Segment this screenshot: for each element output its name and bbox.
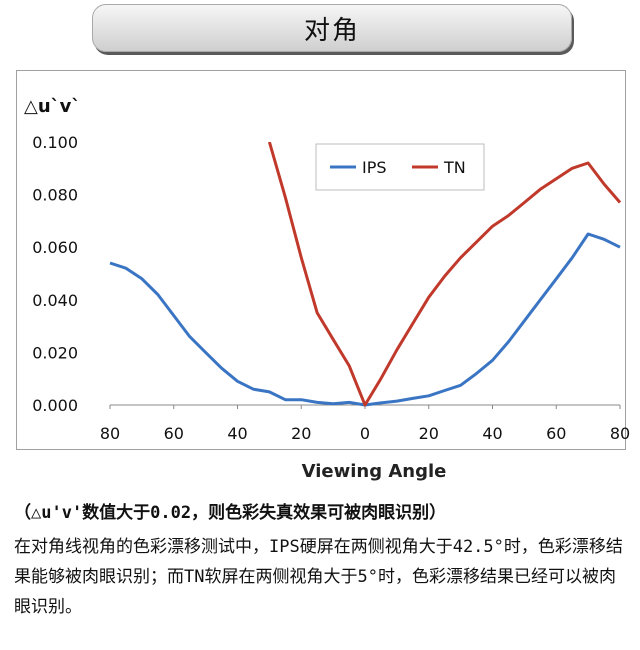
banner-title: 对角: [303, 15, 360, 46]
legend-label-tn: TN: [443, 158, 466, 177]
series-line-tn: [267, 142, 622, 407]
y-tick-label: 0.000: [32, 396, 78, 415]
y-tick-label: 0.080: [32, 186, 78, 205]
y-tick-label: 0.020: [32, 343, 78, 362]
chart-svg: 0.000 0.020 0.040 0.060 0.080 0.100 80 60 40 20 0 2…: [24, 96, 630, 482]
y-axis-label: △u`v`: [24, 96, 80, 117]
legend: IPS TN: [315, 143, 485, 191]
x-tick-label: 60: [164, 424, 184, 443]
threshold-note: （△u'v'数值大于0.02，则色彩失真效果可被肉眼识别）: [14, 503, 447, 523]
x-tick-label: 40: [227, 424, 247, 443]
legend-label-ips: IPS: [362, 158, 387, 177]
x-tick-label: 0: [360, 424, 370, 443]
x-tick-label: 80: [610, 424, 630, 443]
series-line-ips: [109, 232, 621, 407]
description-text: 在对角线视角的色彩漂移测试中，IPS硬屏在两侧视角大于42.5°时，色彩漂移结果…: [14, 537, 623, 617]
x-tick-label: 20: [291, 424, 311, 443]
x-tick-label: 80: [100, 424, 120, 443]
y-tick-label: 0.060: [32, 238, 78, 257]
y-tick-label: 0.040: [32, 291, 78, 310]
x-tick-label: 40: [482, 424, 502, 443]
chart-frame: [16, 70, 626, 450]
x-tick-label: 20: [419, 424, 439, 443]
x-axis-label: Viewing Angle: [302, 461, 447, 482]
title-banner: 对角: [92, 4, 572, 52]
x-tick-label: 60: [546, 424, 566, 443]
y-tick-label: 0.100: [32, 133, 78, 152]
